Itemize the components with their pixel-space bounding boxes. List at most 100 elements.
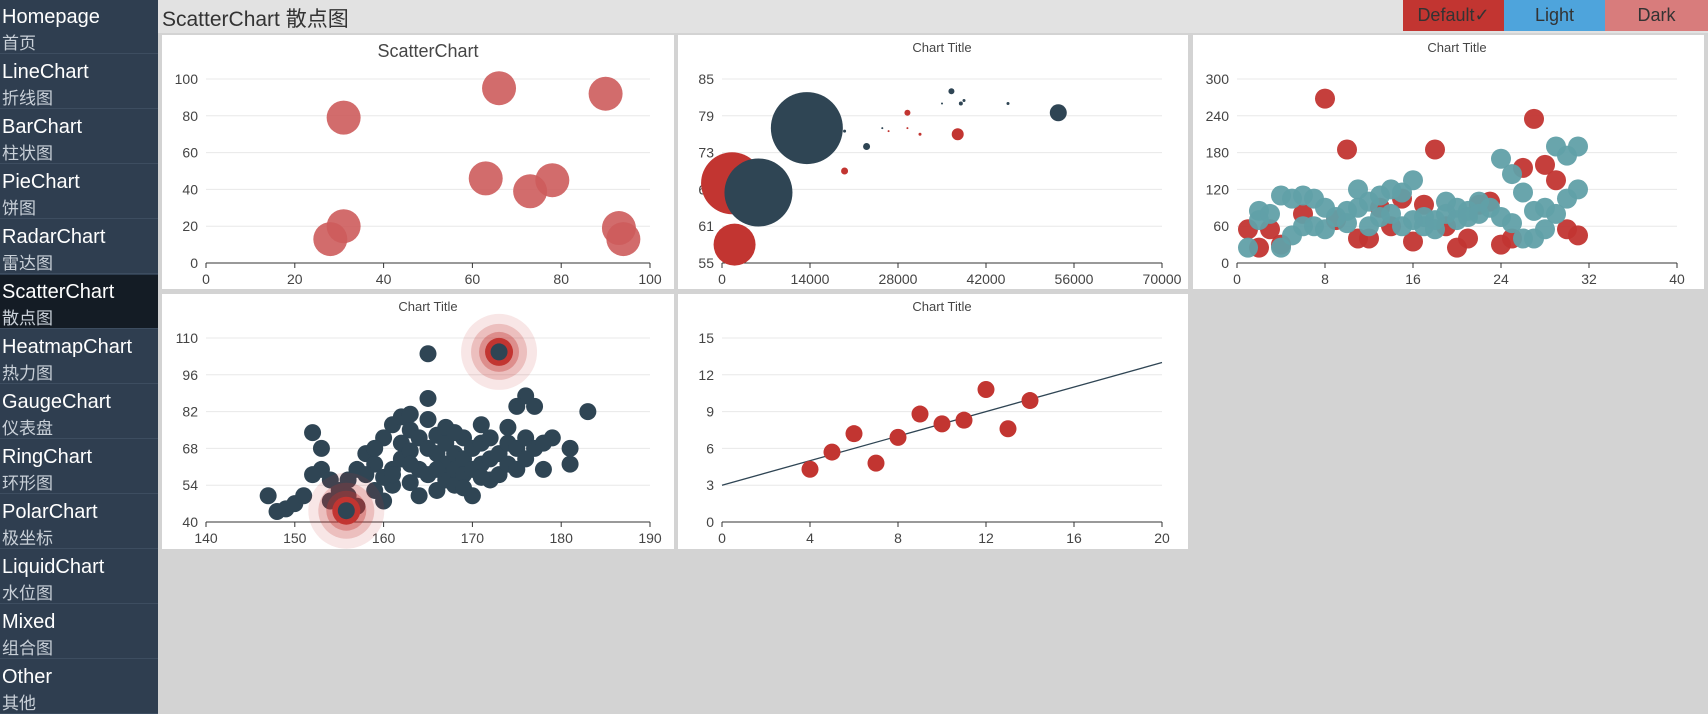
nav-item-piechart[interactable]: PieChart 饼图 [0,165,158,219]
scatter-point[interactable] [713,223,756,266]
scatter-point[interactable] [490,343,508,361]
scatter-point[interactable] [906,127,909,130]
scatter-point[interactable] [1535,219,1555,240]
scatter-point[interactable] [1546,203,1566,224]
scatter-point[interactable] [508,397,526,415]
scatter-point[interactable] [534,460,552,478]
scatter-point[interactable] [1006,102,1010,106]
scatter-point[interactable] [410,487,428,505]
scatter-point[interactable] [823,443,841,461]
nav-item-ringchart[interactable]: RingChart 环形图 [0,440,158,494]
scatter-point[interactable] [911,405,929,423]
scatter-point[interactable] [770,92,843,165]
scatter-point[interactable] [482,71,517,106]
scatter-point[interactable] [366,439,384,457]
nav-item-scatterchart[interactable]: ScatterChart 散点图 [0,275,158,329]
scatter-point[interactable] [321,471,339,489]
scatter-point[interactable] [326,209,361,244]
scatter-point[interactable] [1502,164,1522,185]
scatter-point[interactable] [588,76,623,111]
scatter-point[interactable] [401,442,419,460]
scatter-point[interactable] [948,88,955,95]
scatter-point[interactable] [1568,179,1588,200]
scatter-point[interactable] [383,466,401,484]
scatter-point[interactable] [337,502,355,520]
scatter-point[interactable] [1337,213,1357,234]
scatter-point[interactable] [419,410,437,428]
scatter-point[interactable] [1546,170,1566,191]
scatter-point[interactable] [724,158,793,227]
nav-item-radarchart[interactable]: RadarChart 雷达图 [0,220,158,274]
scatter-point[interactable] [543,429,561,447]
scatter-point[interactable] [1260,203,1280,224]
scatter-point[interactable] [1049,104,1067,122]
scatter-point[interactable] [472,468,490,486]
scatter-point[interactable] [962,98,966,102]
scatter-point[interactable] [1425,139,1445,160]
scatter-point[interactable] [446,424,464,442]
nav-item-other[interactable]: Other 其他 [0,660,158,714]
scatter-point[interactable] [455,479,473,497]
scatter-point[interactable] [357,466,375,484]
nav-item-barchart[interactable]: BarChart 柱状图 [0,110,158,164]
scatter-point[interactable] [1535,154,1555,175]
scatter-point[interactable] [481,429,499,447]
scatter-point[interactable] [561,439,579,457]
scatter-point[interactable] [401,455,419,473]
scatter-point[interactable] [1403,170,1423,191]
scatter-point[interactable] [326,100,361,135]
nav-item-mixed[interactable]: Mixed 组合图 [0,605,158,659]
scatter-point[interactable] [259,487,277,505]
scatter-point[interactable] [918,132,922,136]
scatter-point[interactable] [428,460,446,478]
scatter-point[interactable] [999,420,1017,438]
scatter-point[interactable] [881,127,884,130]
scatter-point[interactable] [1491,148,1511,169]
scatter-point[interactable] [561,455,579,473]
scatter-point[interactable] [904,109,911,116]
theme-default-button[interactable]: Default✓ [1403,0,1504,31]
theme-light-button[interactable]: Light [1504,0,1605,31]
scatter-point[interactable] [499,418,517,436]
scatter-point[interactable] [401,474,419,492]
scatter-point[interactable] [977,381,995,399]
scatter-point[interactable] [958,101,963,106]
scatter-point[interactable] [1238,237,1258,258]
scatter-point[interactable] [841,167,849,175]
scatter-point[interactable] [606,222,641,257]
scatter-point[interactable] [1271,237,1291,258]
scatter-point[interactable] [1425,219,1445,240]
scatter-point[interactable] [401,405,419,423]
scatter-point[interactable] [419,345,437,363]
scatter-point[interactable] [1403,231,1423,252]
scatter-point[interactable] [472,416,490,434]
nav-item-gaugechart[interactable]: GaugeChart 仪表盘 [0,385,158,439]
scatter-point[interactable] [889,428,907,446]
scatter-point[interactable] [1524,108,1544,129]
scatter-point[interactable] [1568,225,1588,246]
scatter-point[interactable] [801,460,819,478]
scatter-point[interactable] [268,502,286,520]
scatter-point[interactable] [1458,228,1478,249]
scatter-point[interactable] [863,142,871,150]
scatter-point[interactable] [295,487,313,505]
scatter-point[interactable] [951,128,964,141]
scatter-point[interactable] [1502,213,1522,234]
scatter-point[interactable] [941,102,943,105]
nav-item-liquidchart[interactable]: LiquidChart 水位图 [0,550,158,604]
scatter-point[interactable] [535,163,570,198]
scatter-point[interactable] [933,415,951,433]
scatter-point[interactable] [304,424,322,442]
scatter-point[interactable] [1021,392,1039,410]
scatter-point[interactable] [579,403,597,421]
scatter-point[interactable] [1568,136,1588,157]
scatter-point[interactable] [312,439,330,457]
scatter-point[interactable] [419,389,437,407]
scatter-point[interactable] [468,161,503,196]
scatter-point[interactable] [845,425,863,443]
scatter-point[interactable] [1337,139,1357,160]
theme-dark-button[interactable]: Dark [1605,0,1708,31]
scatter-point[interactable] [867,454,885,472]
nav-item-heatmapchart[interactable]: HeatmapChart 热力图 [0,330,158,384]
scatter-point[interactable] [375,492,393,510]
